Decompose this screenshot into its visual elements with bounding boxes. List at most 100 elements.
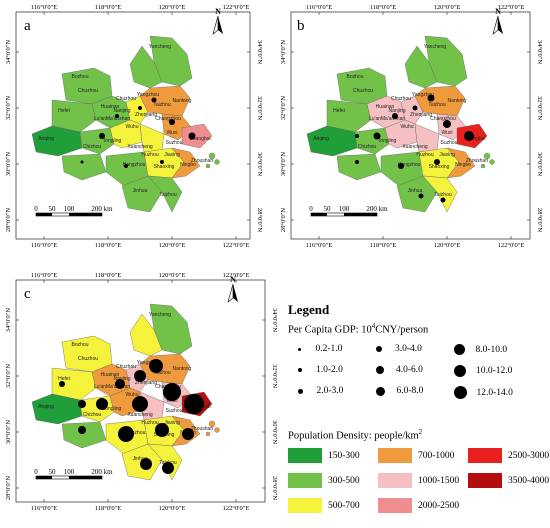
lat-label: 28°0'0"N <box>5 476 12 500</box>
city-label: Huainan <box>101 372 120 378</box>
region-south-4 <box>396 175 438 213</box>
lat-label-right: 32°0'0"N <box>256 96 263 120</box>
scale-tick: 50 <box>324 205 332 213</box>
city-label: Yangzhou <box>137 92 159 98</box>
gdp-dot <box>355 160 359 164</box>
city-label: Lu'an <box>369 116 381 122</box>
city-label: Yangzhou <box>137 360 159 366</box>
lon-label-top: 116°0'0"E <box>31 272 57 279</box>
city-label: Yangzhou <box>412 92 434 98</box>
gdp-dot <box>188 132 196 140</box>
gdp-dot-icon <box>376 346 382 352</box>
city-label: Taizhou <box>153 370 170 376</box>
city-label: Jiaxing <box>439 152 455 158</box>
gdp-legend-title: Per Capita GDP: 104CNY/person <box>288 322 429 336</box>
lat-label-right: 34°0'0"N <box>256 40 263 64</box>
pd-legend-item: 1000-1500 <box>378 473 459 488</box>
lat-label: 34°0'0"N <box>5 40 12 64</box>
lon-label-top: 122°0'0"E <box>223 272 250 279</box>
gdp-dot <box>440 197 446 203</box>
lat-label: 30°0'0"N <box>5 420 12 444</box>
city-label: Zhoushan <box>191 426 213 432</box>
region-center-2 <box>400 95 424 125</box>
gdp-dot <box>78 426 86 434</box>
gdp-dot <box>80 160 84 164</box>
city-label: Wuhu <box>126 392 139 398</box>
pd-legend-item: 300-500 <box>288 473 360 488</box>
city-label: Huzhou <box>141 420 158 426</box>
city-label: Taizhou <box>434 192 451 198</box>
north-arrow-icon: N <box>492 7 503 35</box>
gdp-dot <box>162 462 174 474</box>
map-panel-c: Yancheng Bozhou Chuzhou Hefei Huainan Lu'an An… <box>0 268 285 528</box>
city-label: Chuzhou <box>353 88 373 94</box>
lon-label: 122°0'0"E <box>223 505 250 512</box>
lon-label: 120°0'0"E <box>434 242 461 249</box>
gdp-dot <box>182 428 194 440</box>
pd-swatch <box>288 448 322 463</box>
pd-legend-item: 3500-4000 <box>468 473 549 488</box>
lat-label-right: 28°0'0"N <box>256 208 263 232</box>
pd-legend-item: 2500-3000 <box>468 448 549 463</box>
pd-swatch <box>288 498 322 513</box>
city-label: Suzhou <box>166 408 183 414</box>
pd-swatch <box>468 473 502 488</box>
gdp-legend-label: 0.2-1.0 <box>315 344 343 354</box>
pd-legend-item: 500-700 <box>288 498 360 513</box>
lon-label: 116°0'0"E <box>31 505 57 512</box>
city-label: Hangzhou <box>123 162 146 168</box>
city-label: Changzhou <box>430 116 456 122</box>
island <box>214 159 220 165</box>
lon-label: 116°0'0"E <box>306 242 332 249</box>
city-label: Lu'an <box>94 384 106 390</box>
pd-legend-title: Population Density: people/km2 <box>288 428 423 442</box>
region-hefei <box>51 99 97 133</box>
pd-legend-label: 2500-3000 <box>508 450 550 461</box>
gdp-dot <box>151 97 157 103</box>
region-south-4 <box>121 175 163 213</box>
island <box>489 159 495 165</box>
island <box>205 163 211 169</box>
lon-label: 122°0'0"E <box>223 242 250 249</box>
region-center-3 <box>79 127 115 155</box>
gdp-legend-item: 6.0-8.0 <box>376 386 423 396</box>
map-a-svg: Yancheng Bozhou Chuzhou Hefei Huainan Lu'an An… <box>5 4 263 249</box>
city-label: Zhoushan <box>466 158 488 164</box>
city-label: Jiaxing <box>164 152 180 158</box>
lon-label: 118°0'0"E <box>95 242 121 249</box>
city-label: Hefei <box>333 108 345 114</box>
island <box>483 152 491 160</box>
gdp-legend-item: 8.0-10.0 <box>454 344 507 355</box>
gdp-legend-label: 2.0-3.0 <box>316 386 344 396</box>
legend: Legend Per Capita GDP: 104CNY/person 0.2… <box>288 300 550 528</box>
pd-legend-item: 150-300 <box>288 448 360 463</box>
city-label: Xuancheng <box>402 144 428 150</box>
city-label: Jiaxing <box>164 420 180 426</box>
region-south-5 <box>422 175 458 213</box>
gdp-dot <box>392 113 398 119</box>
gdp-dot <box>412 105 418 111</box>
map-panel-b: Yancheng Bozhou Chuzhou Hefei Huainan Lu'an An… <box>275 0 550 265</box>
lat-label: 30°0'0"N <box>280 152 287 176</box>
lon-label-top: 120°0'0"E <box>159 272 186 279</box>
lat-label: 30°0'0"N <box>5 152 12 176</box>
map-frame <box>15 279 266 503</box>
city-label: Hangzhou <box>398 162 421 168</box>
map-panel-a: Yancheng Bozhou Chuzhou Hefei Huainan Lu'an An… <box>0 0 270 265</box>
island <box>480 163 486 169</box>
lat-label-right: 30°0'0"N <box>256 152 263 176</box>
city-label: Anqing <box>38 404 54 410</box>
gdp-legend-item: 3.0-4.0 <box>376 344 422 354</box>
gdp-dot <box>149 359 163 373</box>
lat-label: 32°0'0"N <box>280 96 287 120</box>
lat-label: 32°0'0"N <box>5 96 12 120</box>
city-label: Zhenjiang <box>410 112 432 118</box>
scale-tick: 200 km <box>366 205 388 213</box>
gdp-dot-icon <box>454 344 465 355</box>
city-label: Hefei <box>58 376 70 382</box>
city-label: Nanjing <box>114 108 131 114</box>
gdp-dot <box>160 160 164 164</box>
north-arrow-icon: N <box>227 275 238 303</box>
map-frame <box>290 11 531 240</box>
north-label: N <box>230 275 236 284</box>
